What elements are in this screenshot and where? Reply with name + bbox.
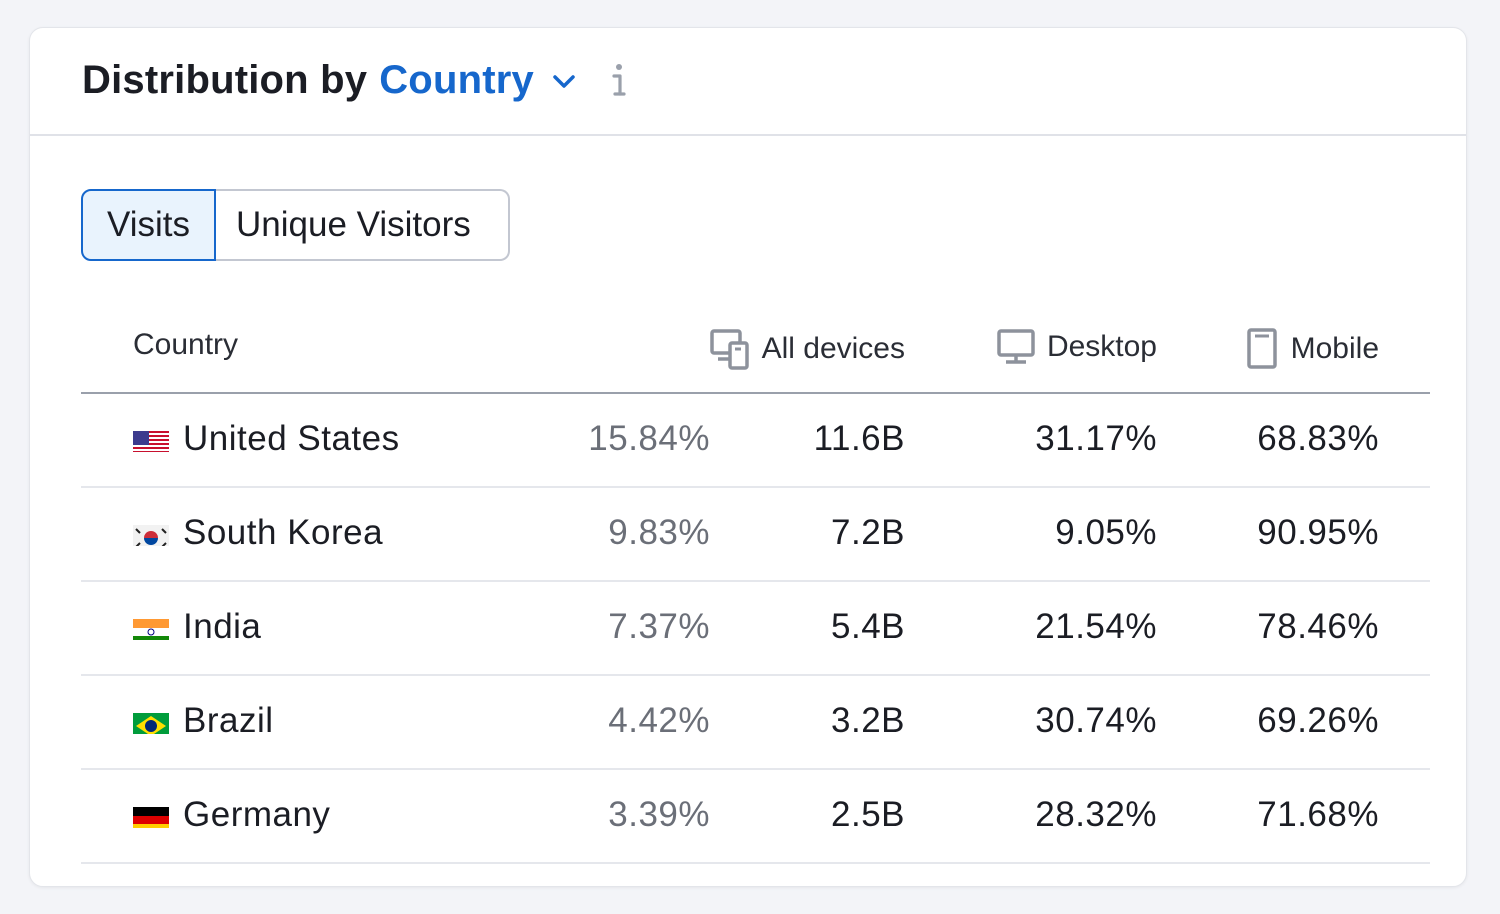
table-row[interactable]: United States 15.84% 11.6B 31.17% 68.83% bbox=[81, 394, 1430, 488]
table-header: Country All devices Desktop bbox=[81, 308, 1430, 394]
desktop-label: Desktop bbox=[1046, 330, 1157, 363]
info-icon[interactable] bbox=[606, 61, 630, 101]
column-header-desktop[interactable]: Desktop bbox=[997, 328, 1157, 366]
traffic-share: 3.39% bbox=[608, 795, 710, 834]
desktop-value: 9.05% bbox=[1055, 513, 1157, 552]
br-flag-icon bbox=[133, 708, 169, 734]
desktop-value: 31.17% bbox=[1035, 419, 1157, 458]
desktop-value: 21.54% bbox=[1035, 607, 1157, 646]
column-header-country[interactable]: Country bbox=[133, 328, 239, 361]
traffic-share: 15.84% bbox=[588, 419, 710, 458]
de-flag-icon bbox=[133, 802, 169, 828]
all-devices-value: 7.2B bbox=[831, 513, 905, 552]
distribution-card: Distribution by Country Visits Unique Vi… bbox=[29, 27, 1467, 887]
country-name[interactable]: United States bbox=[183, 419, 400, 458]
mobile-label: Mobile bbox=[1290, 332, 1379, 365]
column-header-all-devices[interactable]: All devices bbox=[709, 328, 905, 370]
country-cell: South Korea bbox=[133, 513, 383, 553]
country-cell: Brazil bbox=[133, 701, 274, 741]
table-row[interactable]: Germany 3.39% 2.5B 28.32% 71.68% bbox=[81, 770, 1430, 864]
country-name[interactable]: India bbox=[183, 607, 262, 646]
desktop-value: 28.32% bbox=[1035, 795, 1157, 834]
chevron-down-icon[interactable] bbox=[550, 67, 578, 95]
tab-visits[interactable]: Visits bbox=[81, 189, 216, 261]
country-cell: United States bbox=[133, 419, 400, 459]
mobile-value: 71.68% bbox=[1257, 795, 1379, 834]
card-header: Distribution by Country bbox=[30, 28, 1466, 136]
mobile-value: 69.26% bbox=[1257, 701, 1379, 740]
traffic-share: 7.37% bbox=[608, 607, 710, 646]
kr-flag-icon bbox=[133, 520, 169, 546]
table-row[interactable]: India 7.37% 5.4B 21.54% 78.46% bbox=[81, 582, 1430, 676]
traffic-share: 4.42% bbox=[608, 701, 710, 740]
desktop-value: 30.74% bbox=[1035, 701, 1157, 740]
all-devices-value: 3.2B bbox=[831, 701, 905, 740]
column-header-mobile[interactable]: Mobile bbox=[1245, 328, 1379, 370]
country-cell: India bbox=[133, 607, 261, 647]
all-devices-icon bbox=[709, 329, 749, 370]
country-name[interactable]: Germany bbox=[183, 795, 331, 834]
country-cell: Germany bbox=[133, 795, 330, 835]
traffic-share: 9.83% bbox=[608, 513, 710, 552]
card-title: Distribution by Country bbox=[82, 58, 630, 103]
in-flag-icon bbox=[133, 614, 169, 640]
all-devices-value: 11.6B bbox=[813, 419, 905, 458]
all-devices-value: 2.5B bbox=[831, 795, 905, 834]
us-flag-icon bbox=[133, 426, 169, 452]
country-name[interactable]: Brazil bbox=[183, 701, 274, 740]
country-name[interactable]: South Korea bbox=[183, 513, 384, 552]
mobile-value: 90.95% bbox=[1257, 513, 1379, 552]
desktop-icon bbox=[997, 329, 1035, 364]
table-row[interactable]: Brazil 4.42% 3.2B 30.74% 69.26% bbox=[81, 676, 1430, 770]
mobile-value: 78.46% bbox=[1257, 607, 1379, 646]
mobile-value: 68.83% bbox=[1257, 419, 1379, 458]
metric-toggle: Visits Unique Visitors bbox=[81, 189, 510, 261]
country-table: Country All devices Desktop bbox=[81, 308, 1430, 864]
all-devices-value: 5.4B bbox=[831, 607, 905, 646]
table-row[interactable]: South Korea 9.83% 7.2B 9.05% 90.95% bbox=[81, 488, 1430, 582]
dimension-dropdown[interactable]: Country bbox=[379, 58, 534, 102]
tab-unique-visitors[interactable]: Unique Visitors bbox=[216, 189, 510, 261]
all-devices-label: All devices bbox=[761, 332, 905, 365]
title-prefix: Distribution by bbox=[82, 58, 368, 102]
mobile-icon bbox=[1246, 328, 1277, 369]
